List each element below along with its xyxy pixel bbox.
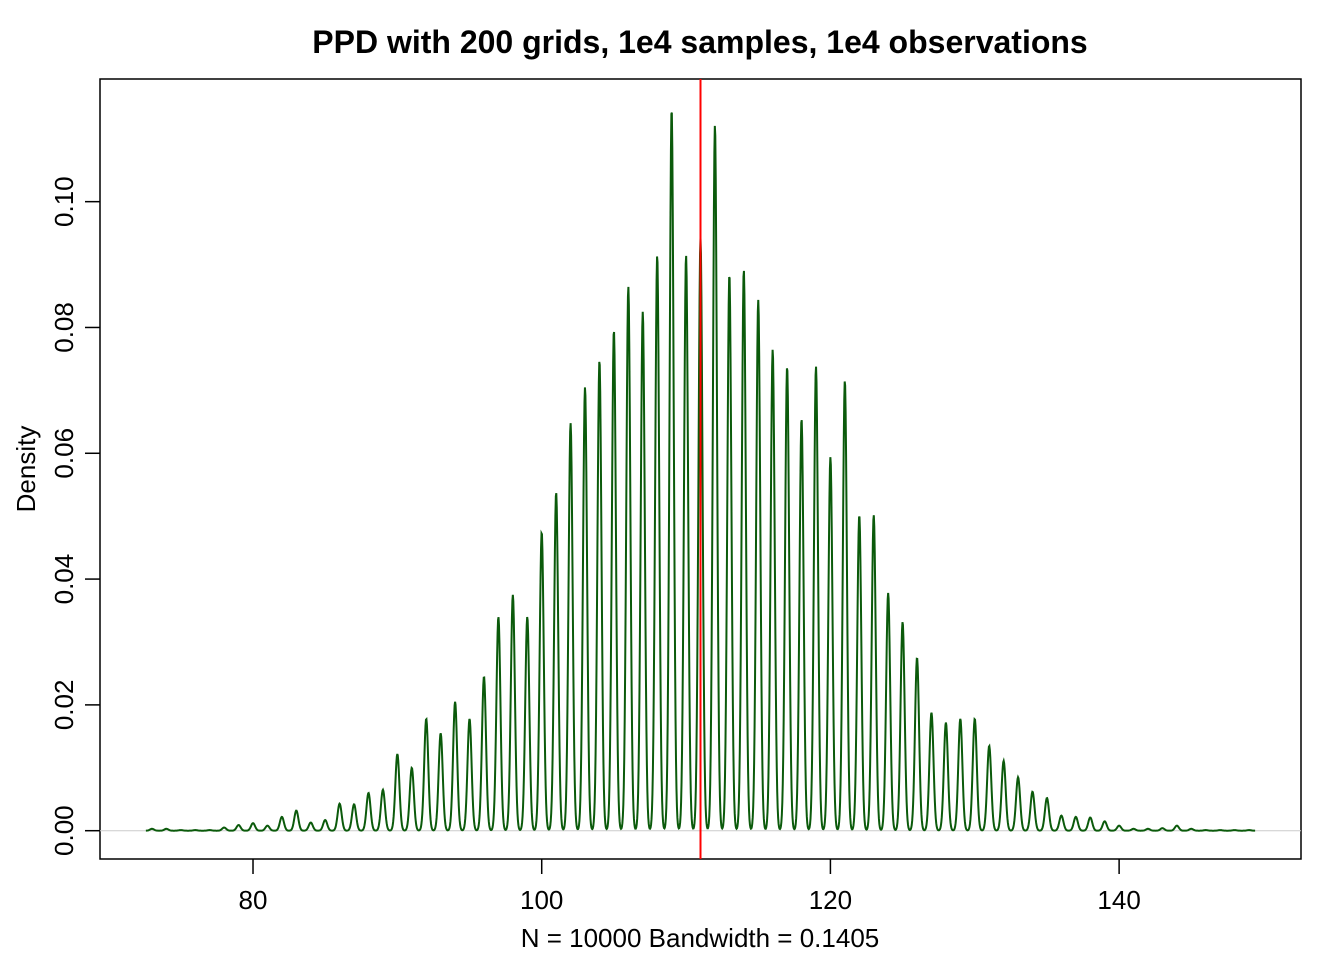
x-axis: 80 100 120 140 [239, 859, 1141, 915]
y-axis-label: Density [11, 426, 41, 513]
chart-title: PPD with 200 grids, 1e4 samples, 1e4 obs… [312, 24, 1087, 60]
y-tick-label: 0.06 [49, 428, 79, 479]
y-tick-label: 0.02 [49, 680, 79, 731]
y-tick-label: 0.10 [49, 176, 79, 227]
y-axis: 0.00 0.02 0.04 0.06 0.08 0.10 [49, 176, 100, 856]
x-tick-label: 140 [1097, 885, 1140, 915]
y-tick-label: 0.08 [49, 302, 79, 353]
y-tick-label: 0.04 [49, 554, 79, 605]
y-tick-label: 0.00 [49, 805, 79, 856]
x-tick-label: 80 [239, 885, 268, 915]
plot-layer [100, 79, 1301, 859]
x-tick-label: 120 [809, 885, 852, 915]
x-axis-label: N = 10000 Bandwidth = 0.1405 [521, 923, 880, 953]
x-tick-label: 100 [520, 885, 563, 915]
